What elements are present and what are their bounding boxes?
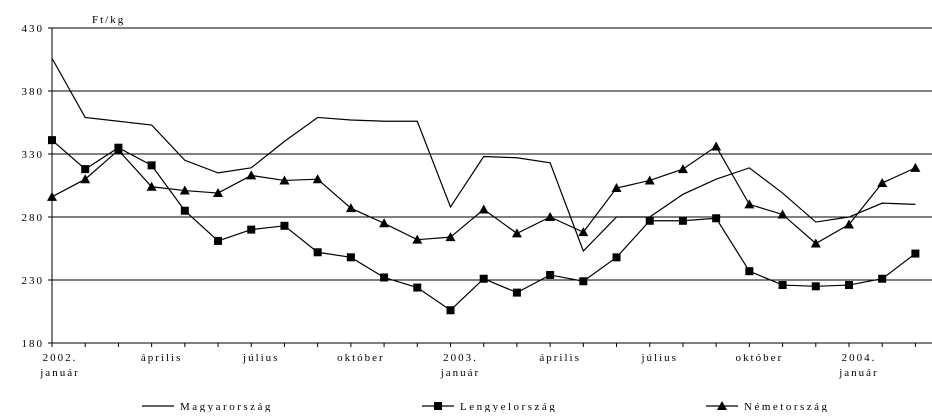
y-tick-label: 330 [22, 149, 45, 161]
data-point-square [479, 274, 488, 283]
data-point-square [413, 283, 422, 292]
data-point-square [380, 273, 389, 282]
data-point-square [546, 270, 555, 279]
series-0 [51, 57, 916, 253]
data-point-triangle [113, 145, 124, 155]
data-point-triangle [47, 191, 57, 201]
x-tick-label: január [838, 367, 878, 379]
data-point-square [579, 277, 588, 286]
legend-item-2: Németország [706, 401, 830, 413]
data-point-triangle [213, 188, 224, 198]
data-point-triangle [711, 141, 722, 151]
data-point-square [247, 225, 256, 234]
data-point-triangle [717, 401, 727, 410]
data-point-triangle [810, 238, 821, 248]
data-point-triangle [478, 204, 489, 214]
data-point-triangle [644, 175, 655, 185]
x-tick-label: április [539, 352, 581, 364]
data-point-triangle [312, 174, 323, 184]
data-point-square [446, 306, 455, 315]
legend-item-0: Magyarország [142, 401, 273, 413]
legend-item-1: Lengyelország [422, 401, 557, 413]
legend-label: Lengyelország [460, 401, 557, 412]
data-point-square [313, 248, 322, 257]
data-point-triangle [179, 185, 190, 195]
data-point-square [678, 216, 687, 225]
data-point-triangle [744, 199, 755, 209]
data-point-square [844, 281, 853, 290]
x-tick-label: 2002. [43, 352, 78, 364]
data-point-triangle [279, 175, 290, 185]
data-point-square [778, 281, 787, 290]
data-point-triangle [843, 219, 854, 229]
data-point-triangle [578, 227, 589, 237]
data-point-triangle [146, 181, 157, 191]
data-point-triangle [677, 164, 688, 174]
data-point-square [434, 402, 442, 410]
data-point-square [147, 161, 156, 170]
y-tick-label: 230 [22, 275, 45, 287]
series-line [51, 145, 916, 245]
data-point-triangle [80, 174, 91, 184]
data-point-square [712, 214, 721, 223]
y-tick-label: 430 [22, 23, 45, 35]
data-point-square [48, 136, 56, 145]
data-point-triangle [611, 183, 622, 193]
x-tick-label: október [337, 352, 385, 364]
data-point-triangle [345, 203, 356, 213]
data-point-triangle [877, 177, 888, 187]
data-point-square [180, 206, 189, 215]
x-tick-label: 2004. [842, 352, 877, 364]
x-tick-label: január [440, 367, 480, 379]
data-point-triangle [445, 232, 456, 242]
x-tick-label: július [242, 352, 279, 364]
series-line [51, 57, 916, 253]
data-point-triangle [910, 162, 921, 172]
data-point-square [745, 267, 754, 276]
x-tick-label: 2003. [443, 352, 478, 364]
series-2 [47, 141, 921, 248]
legend-label: Németország [744, 401, 830, 412]
series-1 [48, 136, 920, 315]
x-tick-label: július [641, 352, 678, 364]
data-point-triangle [246, 170, 257, 180]
data-point-square [81, 165, 90, 174]
x-tick-label: október [736, 352, 784, 364]
x-tick-label: január [39, 367, 79, 379]
data-point-square [512, 288, 521, 297]
data-point-triangle [379, 218, 390, 228]
data-point-square [811, 282, 820, 291]
data-point-square [612, 253, 621, 262]
data-point-triangle [545, 212, 556, 221]
data-point-square [645, 216, 654, 225]
y-tick-label: 180 [22, 338, 45, 350]
y-tick-label: 280 [22, 212, 45, 224]
data-point-square [346, 253, 355, 262]
data-point-square [878, 274, 887, 283]
data-point-square [214, 236, 223, 245]
data-point-square [911, 249, 920, 258]
x-tick-label: április [141, 352, 183, 364]
legend-label: Magyarország [180, 401, 273, 412]
data-point-square [280, 221, 289, 230]
data-point-triangle [777, 209, 788, 219]
data-point-triangle [511, 228, 522, 238]
y-tick-label: 380 [22, 86, 45, 98]
data-point-triangle [412, 234, 423, 244]
unit-label: Ft/kg [92, 14, 125, 26]
